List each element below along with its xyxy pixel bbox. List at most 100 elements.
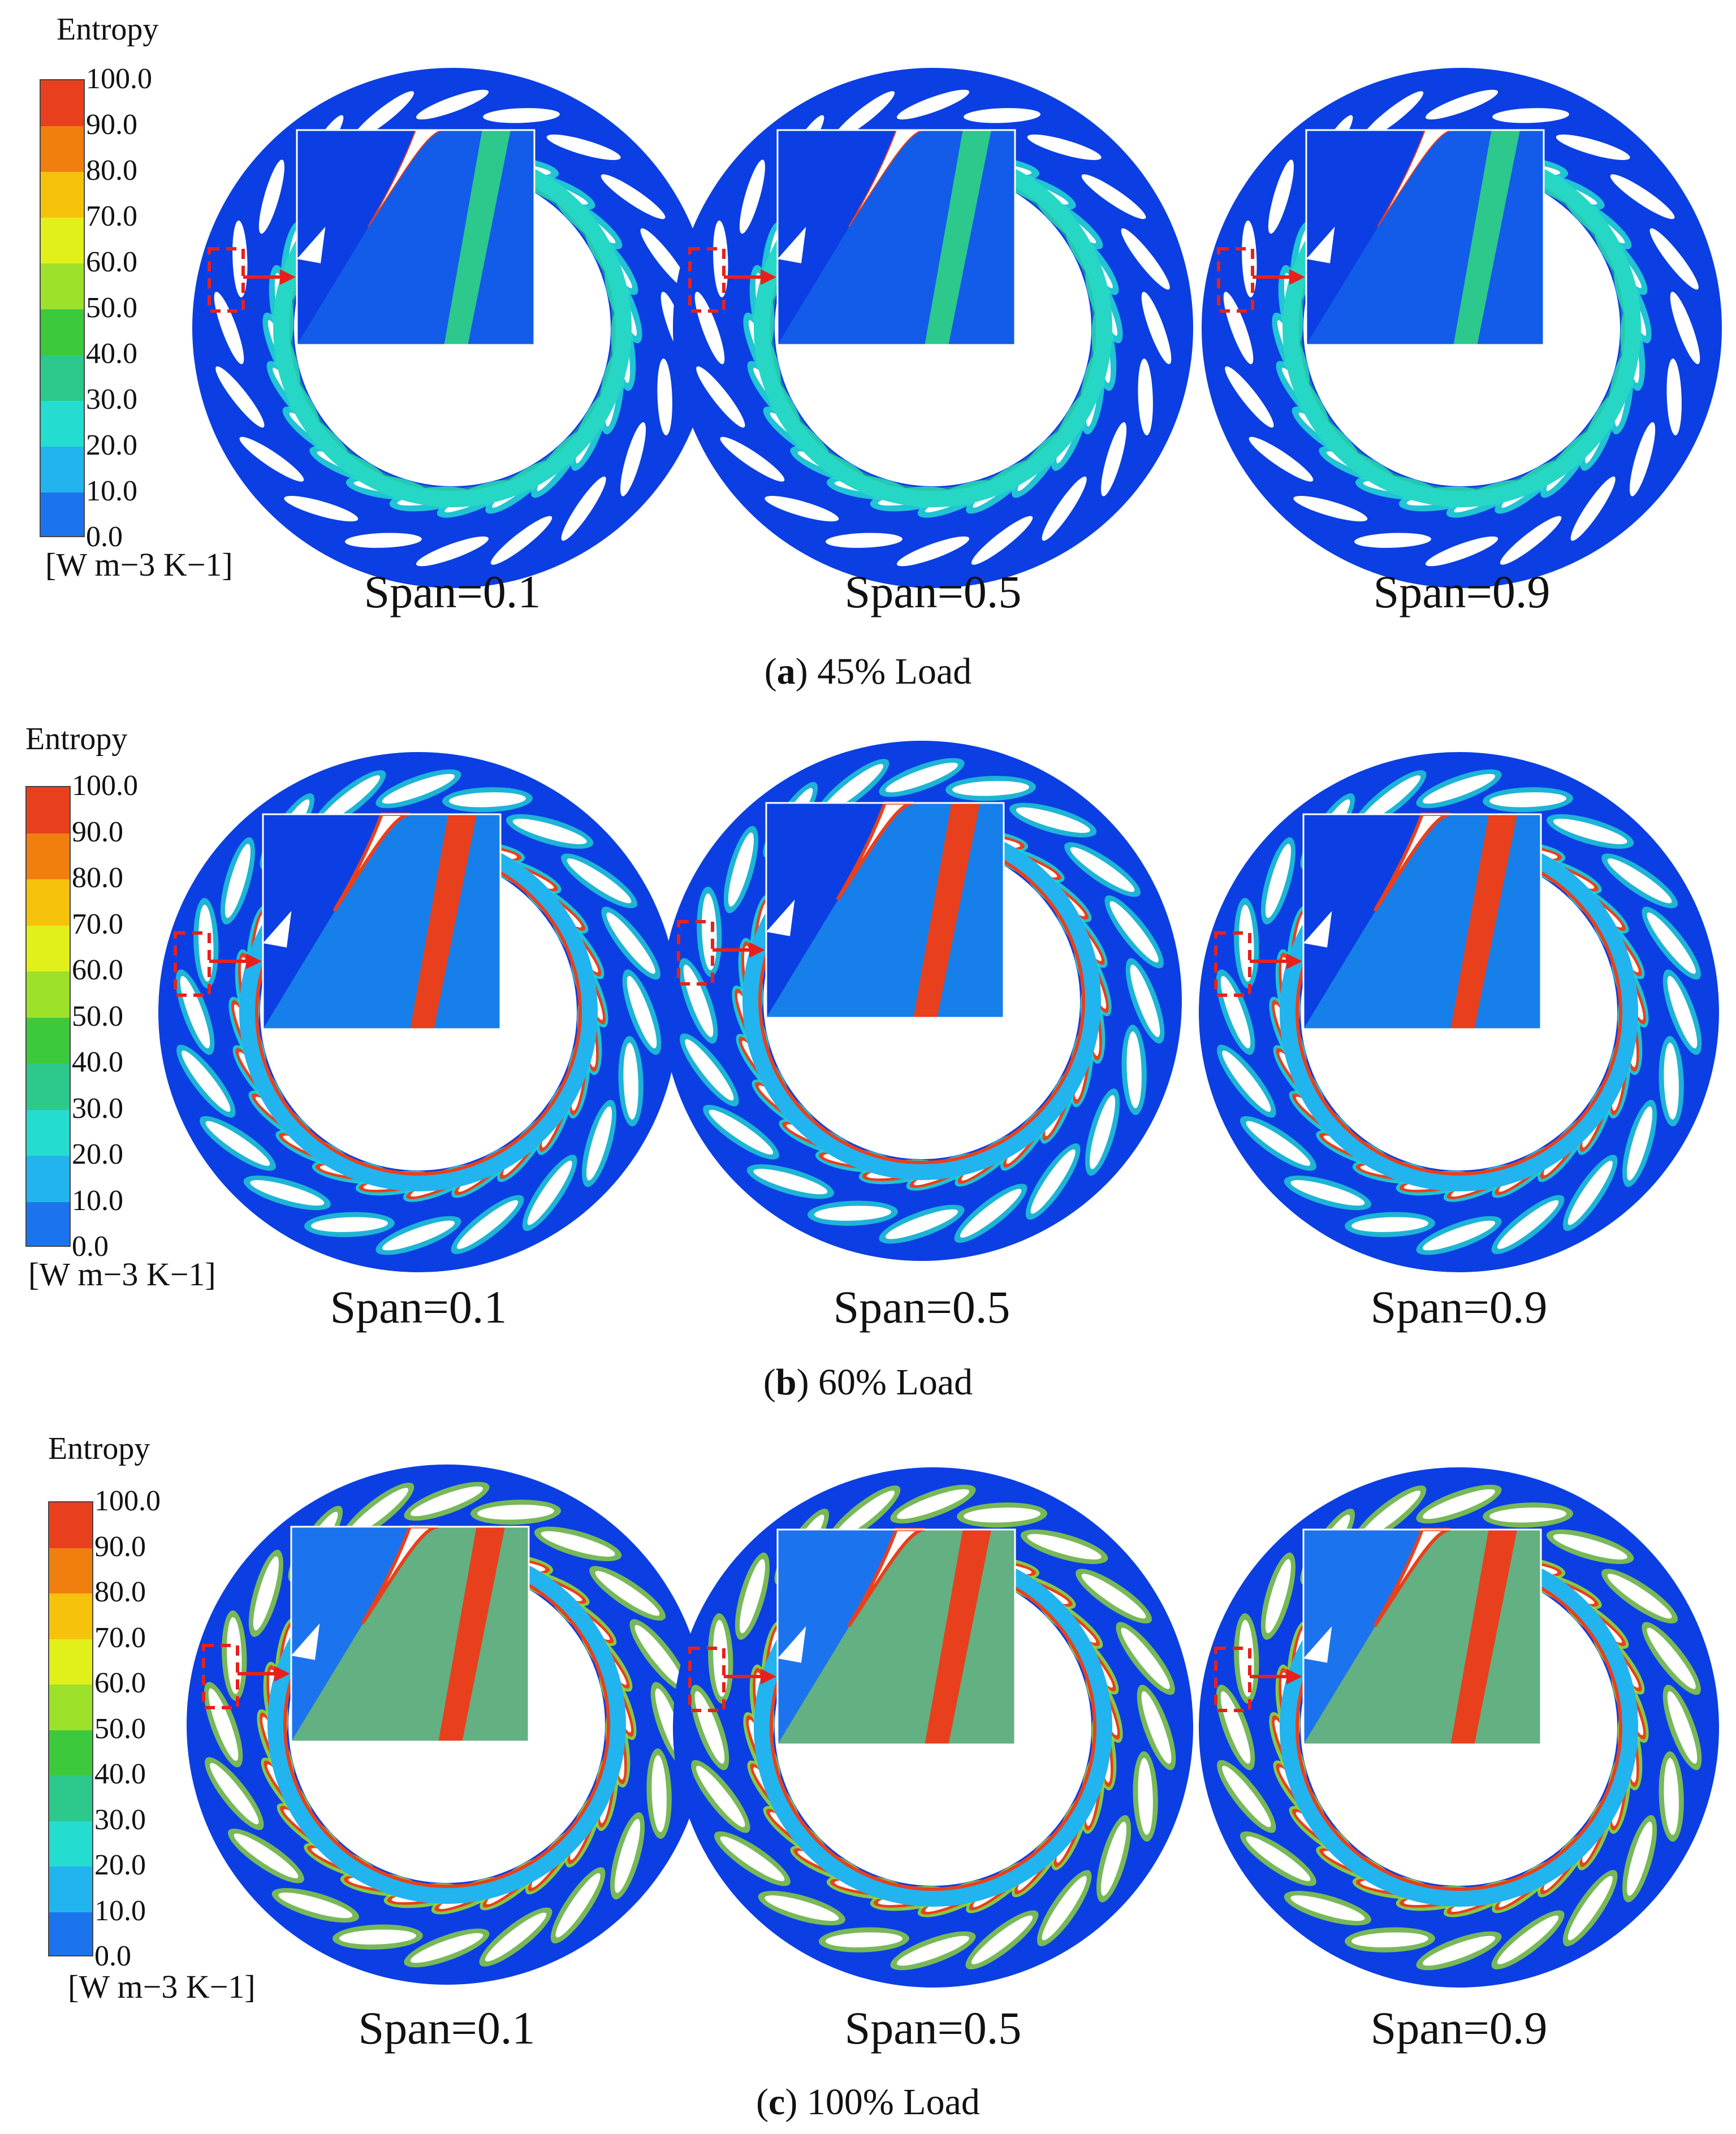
colorbar-tick-label: 100.0 — [94, 1485, 161, 1517]
marker-box — [677, 920, 714, 986]
colorbar-unit: [W m−3 K−1] — [28, 1256, 216, 1293]
stay-vane — [1556, 134, 1630, 160]
stay-vane — [1064, 842, 1141, 897]
span-label: Span=0.1 — [330, 1281, 507, 1333]
stay-vane — [1027, 134, 1102, 160]
marker-box — [1214, 931, 1251, 997]
colorbar-segment — [41, 263, 84, 309]
stay-vane — [416, 536, 489, 567]
stay-vane — [589, 1566, 666, 1621]
stay-vane — [1037, 1870, 1092, 1947]
marker-box — [688, 247, 726, 313]
colorbar-segment — [27, 1064, 70, 1110]
colorbar-tick-label: 30.0 — [72, 1092, 123, 1125]
colorbar-tick-label: 10.0 — [86, 475, 137, 507]
entropy-contour-panel: Span=0.5 — [667, 62, 1199, 696]
zoom-inset — [1302, 813, 1542, 1030]
stay-vane — [896, 536, 970, 567]
entropy-contour-plot — [158, 752, 679, 1272]
colorbar-segment — [49, 1912, 92, 1955]
stay-vane — [694, 291, 725, 365]
stay-vane — [227, 1828, 304, 1884]
stay-vane — [957, 1502, 1048, 1528]
stay-vane — [1649, 228, 1699, 290]
stay-vane — [696, 366, 745, 428]
stay-vane — [1659, 1751, 1684, 1842]
stay-vane — [1284, 1891, 1371, 1926]
stay-vane — [1642, 1622, 1701, 1695]
entropy-contour-plot — [1199, 1467, 1719, 1988]
stay-vane — [735, 1552, 770, 1640]
row-caption: (b) 60% Load — [763, 1362, 973, 1403]
colorbar-segment — [27, 1156, 70, 1202]
stay-vane — [332, 1924, 423, 1950]
colorbar-segment — [41, 126, 84, 172]
stay-vane — [1260, 1552, 1295, 1640]
span-label: Span=0.5 — [844, 2002, 1022, 2054]
span-label: Span=0.1 — [364, 566, 541, 617]
entropy-contour-panel: Span=0.1 — [187, 62, 718, 696]
stay-vane — [1601, 853, 1678, 909]
colorbar-segment — [27, 833, 70, 879]
stay-vane — [1630, 422, 1656, 496]
stay-vane — [629, 1619, 689, 1692]
stay-vane — [1425, 536, 1499, 567]
zoom-inset — [262, 813, 502, 1030]
zoom-inset — [1305, 129, 1545, 346]
stay-vane — [352, 91, 414, 140]
span-label: Span=0.5 — [844, 566, 1022, 617]
colorbar-tick-label: 0.0 — [86, 521, 123, 553]
inset-wake — [925, 130, 991, 345]
marker-arrowhead — [1289, 269, 1305, 285]
row-caption: (c) 100% Load — [756, 2081, 980, 2123]
inset-wake — [925, 1530, 991, 1744]
stay-vane — [1125, 958, 1165, 1044]
stay-vane — [304, 1212, 395, 1237]
stay-vane — [1562, 1155, 1618, 1232]
colorbar-title: Entropy — [57, 12, 159, 47]
colorbar-segment — [41, 493, 84, 536]
colorbar-title: Entropy — [48, 1431, 150, 1466]
stay-vane — [284, 496, 359, 522]
stay-vane — [258, 159, 284, 234]
stay-vane — [1121, 1025, 1147, 1116]
colorbar-segment — [27, 1017, 70, 1064]
stay-vane — [1416, 769, 1502, 809]
stay-vane — [1659, 1036, 1684, 1127]
stay-vane — [702, 1104, 779, 1160]
colorbar-segment — [27, 1109, 70, 1156]
stay-vane — [1260, 837, 1295, 925]
colorbar-tick-label: 20.0 — [72, 1138, 123, 1170]
stay-vane — [1483, 787, 1574, 813]
stay-vane — [971, 516, 1033, 565]
inset-blade-tip — [1303, 1626, 1332, 1663]
stay-vane — [1562, 1870, 1618, 1947]
colorbar-tick-label: 90.0 — [86, 109, 137, 141]
inset-blade-tip — [766, 900, 795, 936]
stay-vane — [1025, 1143, 1081, 1220]
stay-vane — [375, 1216, 461, 1255]
stay-vane — [746, 1164, 834, 1199]
stay-vane — [1104, 895, 1164, 969]
colorbar-tick-label: 30.0 — [94, 1803, 146, 1836]
entropy-contour-panel: Span=0.9 — [1193, 1462, 1725, 2095]
stay-vane — [1547, 814, 1634, 849]
inset-blade-tip — [297, 227, 326, 263]
entropy-contour-panel: Span=0.1 — [153, 746, 684, 1380]
zoom-inset — [1302, 1528, 1542, 1746]
stay-vane — [1101, 422, 1127, 496]
stay-vane — [1622, 1815, 1657, 1903]
colorbar-tick-label: 10.0 — [94, 1894, 146, 1927]
marker-arrowhead — [280, 269, 296, 285]
stay-vane — [1217, 1760, 1276, 1833]
colorbar-segment — [27, 1202, 70, 1246]
stay-vane — [1425, 89, 1499, 120]
marker-arrowhead — [761, 1669, 776, 1684]
stay-vane — [271, 1888, 359, 1923]
stay-vane — [1491, 1910, 1565, 1969]
colorbar-tick-label: 90.0 — [72, 815, 123, 848]
stay-vane — [1610, 174, 1675, 219]
stay-vane — [1121, 228, 1170, 290]
stay-vane — [646, 1748, 672, 1839]
stay-vane — [1670, 291, 1700, 365]
